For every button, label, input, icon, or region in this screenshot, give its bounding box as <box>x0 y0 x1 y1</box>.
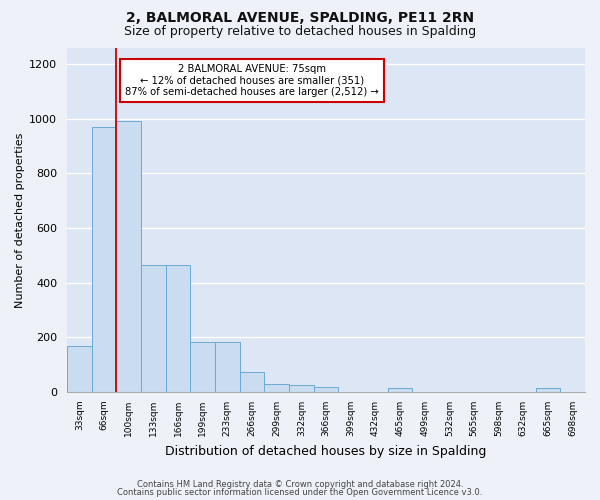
Bar <box>215 342 239 392</box>
Bar <box>388 388 412 392</box>
Text: Contains HM Land Registry data © Crown copyright and database right 2024.: Contains HM Land Registry data © Crown c… <box>137 480 463 489</box>
Bar <box>314 387 338 392</box>
Bar <box>92 127 116 392</box>
Text: 2 BALMORAL AVENUE: 75sqm
← 12% of detached houses are smaller (351)
87% of semi-: 2 BALMORAL AVENUE: 75sqm ← 12% of detach… <box>125 64 379 97</box>
Bar <box>116 122 141 392</box>
Bar <box>265 384 289 392</box>
Text: Size of property relative to detached houses in Spalding: Size of property relative to detached ho… <box>124 25 476 38</box>
Bar <box>190 342 215 392</box>
Bar <box>239 372 265 392</box>
Bar <box>166 265 190 392</box>
Bar <box>289 386 314 392</box>
Text: Contains public sector information licensed under the Open Government Licence v3: Contains public sector information licen… <box>118 488 482 497</box>
Bar <box>536 388 560 392</box>
Bar <box>141 265 166 392</box>
Y-axis label: Number of detached properties: Number of detached properties <box>15 132 25 308</box>
Bar <box>67 346 92 392</box>
X-axis label: Distribution of detached houses by size in Spalding: Distribution of detached houses by size … <box>166 444 487 458</box>
Text: 2, BALMORAL AVENUE, SPALDING, PE11 2RN: 2, BALMORAL AVENUE, SPALDING, PE11 2RN <box>126 11 474 25</box>
